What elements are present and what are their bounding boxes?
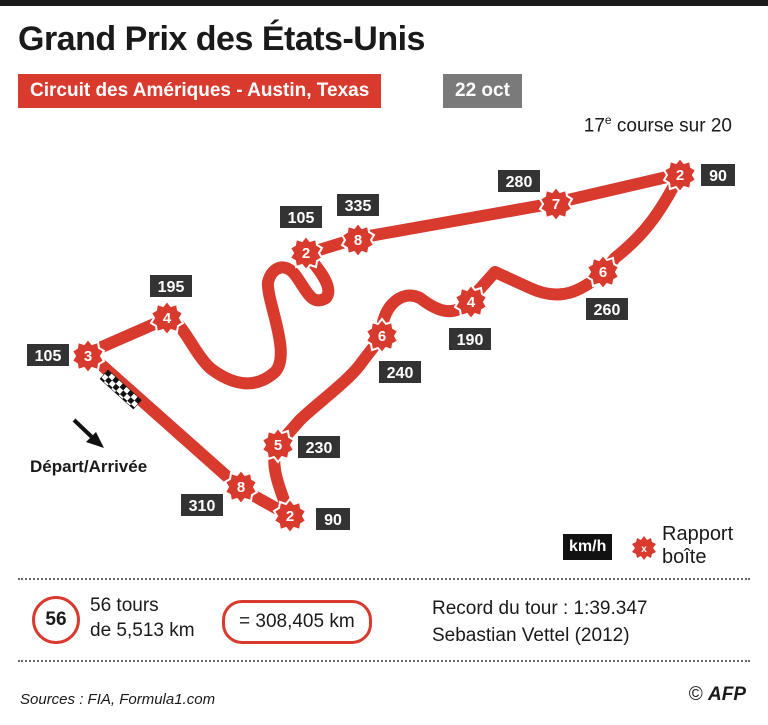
svg-text:335: 335 [345,198,372,215]
laps-description: 56 tours de 5,513 km [90,593,195,643]
legend-gear-label-line1: Rapport [662,523,734,545]
speed-label-240: 240 [379,361,421,383]
start-finish-label: Départ/Arrivée [30,457,148,476]
gear-marker-4b: 4 [454,284,488,320]
gear-marker-6b: 6 [365,318,399,354]
gear-marker-6a: 6 [586,254,620,290]
svg-text:2: 2 [302,245,310,262]
gear-marker-8b: 8 [224,469,258,505]
gear-marker-8a: 8 [341,222,375,258]
svg-text:240: 240 [387,365,414,382]
svg-text:90: 90 [709,168,727,185]
laps-line1: 56 tours [90,595,159,616]
copyright: © AFP [689,684,746,706]
speed-label-190: 190 [449,328,491,350]
date-badge: 22 oct [443,74,522,108]
gear-marker-2a: 2 [289,235,323,271]
race-count-text: course sur 20 [611,115,732,137]
speed-label-90a: 90 [701,164,735,186]
speed-label-90b: 90 [316,508,350,530]
speed-label-310: 310 [181,494,223,516]
svg-text:195: 195 [158,279,185,296]
svg-text:6: 6 [378,328,386,345]
svg-text:2: 2 [286,508,294,525]
sources-text: Sources : FIA, Formula1.com [20,691,216,708]
legend-gear-label-line2: boîte [662,546,707,568]
circuit-name-badge: Circuit des Amériques - Austin, Texas [18,74,382,108]
svg-text:4: 4 [467,294,476,311]
gear-marker-7: 7 [539,186,573,222]
svg-text:280: 280 [506,174,533,191]
race-number-suffix: e [604,113,612,127]
svg-text:5: 5 [274,437,282,454]
race-number: 17 [583,115,605,137]
start-arrow-icon [72,418,104,448]
page-title: Grand Prix des États-Unis [18,20,425,58]
speed-label-280: 280 [498,170,540,192]
speed-label-105b: 105 [280,206,322,228]
speed-label-335: 335 [337,194,379,216]
checkered-flag-icon [99,369,142,410]
divider-bottom [18,660,750,662]
svg-text:230: 230 [306,440,333,457]
svg-text:4: 4 [163,310,172,327]
laps-circle: 56 [32,596,80,644]
svg-text:8: 8 [354,232,362,249]
race-count: 17e course sur 20 [584,113,732,137]
gear-marker-2b: 2 [663,157,697,193]
total-distance-pill: = 308,405 km [222,600,372,644]
gear-marker-2c: 2 [273,498,307,534]
svg-text:6: 6 [599,264,607,281]
svg-text:90: 90 [324,512,342,529]
lap-record-line1: Record du tour : 1:39.347 [432,598,648,619]
afp-logo: AFP [708,684,746,705]
track-path [82,168,686,522]
svg-text:105: 105 [288,210,315,227]
divider-top [18,578,750,580]
svg-text:2: 2 [676,167,684,184]
svg-text:8: 8 [237,479,245,496]
svg-text:190: 190 [457,332,484,349]
legend-gear-label: Rapport boîte [662,523,733,569]
laps-line2: de 5,513 km [90,620,195,641]
gear-marker-4a: 4 [150,300,184,336]
svg-text:310: 310 [189,498,216,515]
speed-label-195: 195 [150,275,192,297]
copyright-symbol: © [688,684,703,705]
speed-label-230: 230 [298,436,340,458]
gear-marker-5: 5 [261,427,295,463]
legend-kmh-badge: km/h [563,534,613,560]
svg-text:7: 7 [552,196,560,213]
legend-gear-icon: x [632,536,656,560]
lap-record-line2: Sebastian Vettel (2012) [432,625,630,646]
svg-text:260: 260 [594,302,621,319]
svg-text:105: 105 [35,348,62,365]
svg-text:3: 3 [84,348,92,365]
speed-label-105a: 105 [27,344,69,366]
gear-marker-3: 3 [71,338,105,374]
svg-text:x: x [641,544,647,555]
speed-label-260: 260 [586,298,628,320]
top-rule [0,0,768,6]
lap-record: Record du tour : 1:39.347 Sebastian Vette… [432,595,647,649]
